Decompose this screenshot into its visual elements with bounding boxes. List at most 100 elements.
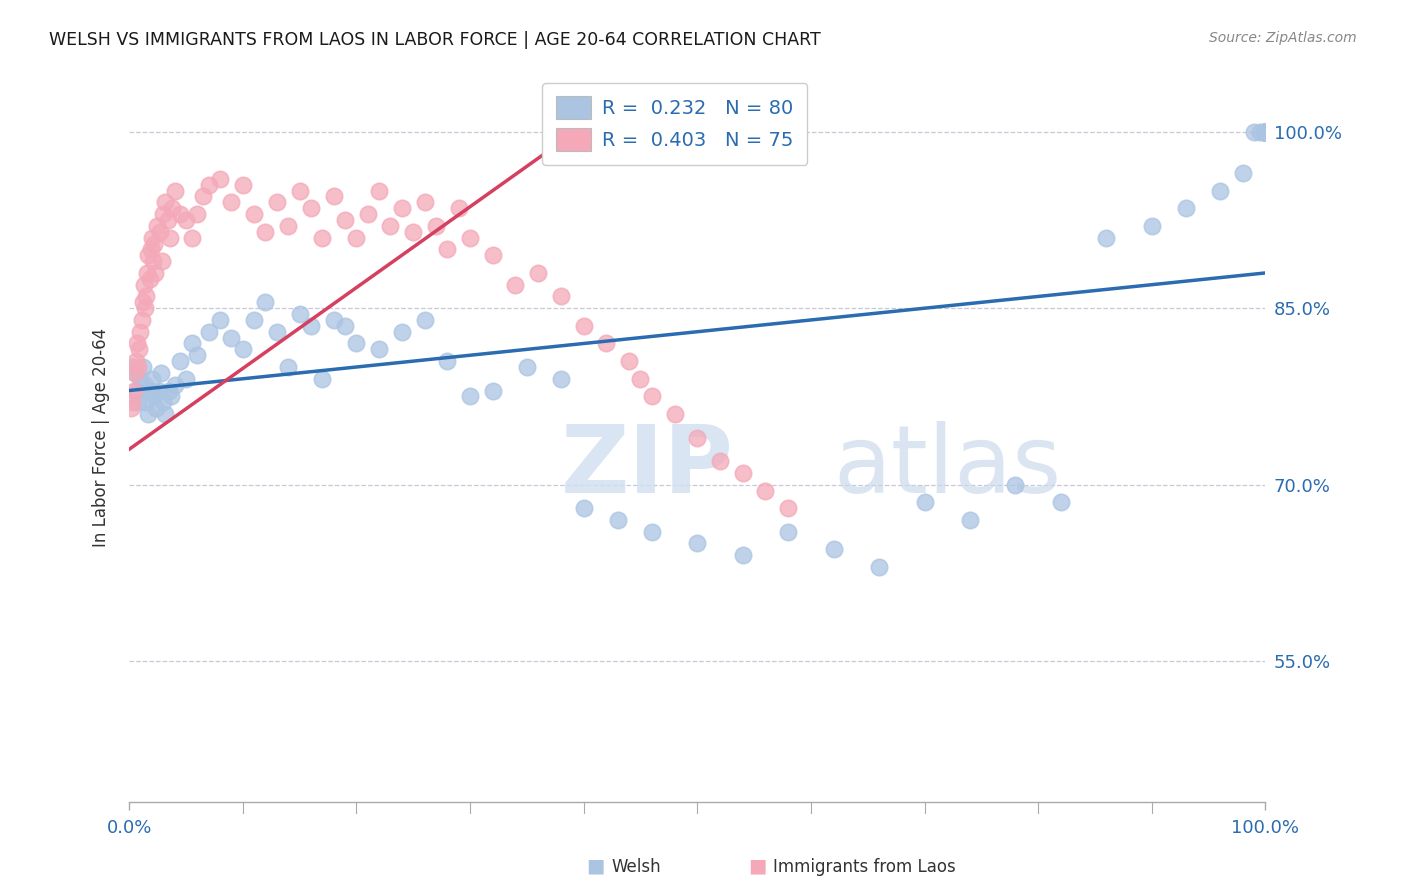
Point [959, 513, 981, 527]
Point [143, 266, 166, 280]
Point [299, 318, 322, 333]
Point [186, 348, 208, 362]
Point [1254, 125, 1277, 139]
Point [1254, 125, 1277, 139]
Point [754, 483, 776, 498]
Point [778, 524, 800, 539]
Point [174, 372, 197, 386]
Point [322, 313, 344, 327]
Point [141, 372, 163, 386]
Point [174, 213, 197, 227]
Point [516, 359, 538, 374]
Point [135, 395, 157, 409]
Text: WELSH VS IMMIGRANTS FROM LAOS IN LABOR FORCE | AGE 20-64 CORRELATION CHART: WELSH VS IMMIGRANTS FROM LAOS IN LABOR F… [49, 31, 821, 49]
Point [254, 225, 277, 239]
Point [1209, 184, 1232, 198]
Y-axis label: In Labor Force | Age 20-64: In Labor Force | Age 20-64 [93, 328, 110, 547]
Point [1249, 125, 1271, 139]
Point [191, 189, 214, 203]
Point [125, 354, 148, 368]
Point [180, 336, 202, 351]
Text: atlas: atlas [834, 421, 1062, 513]
Point [1254, 125, 1277, 139]
Point [1232, 166, 1254, 180]
Legend: R =  0.232   N = 80, R =  0.403   N = 75: R = 0.232 N = 80, R = 0.403 N = 75 [543, 83, 807, 164]
Point [481, 384, 503, 398]
Point [1254, 125, 1277, 139]
Point [333, 318, 356, 333]
Point [1174, 201, 1197, 215]
Point [436, 354, 458, 368]
Point [149, 366, 172, 380]
Point [197, 178, 219, 192]
Point [1050, 495, 1073, 509]
Point [152, 395, 174, 409]
Point [288, 184, 311, 198]
Point [527, 266, 550, 280]
Point [322, 189, 344, 203]
Point [1254, 125, 1277, 139]
Point [380, 219, 402, 233]
Point [138, 272, 160, 286]
Point [425, 219, 447, 233]
Point [630, 372, 652, 386]
Point [163, 377, 186, 392]
Text: Immigrants from Laos: Immigrants from Laos [773, 858, 956, 876]
Point [139, 384, 162, 398]
Point [641, 524, 664, 539]
Point [311, 230, 333, 244]
Point [162, 201, 184, 215]
Point [132, 359, 155, 374]
Point [641, 389, 664, 403]
Point [481, 248, 503, 262]
Point [1254, 125, 1277, 139]
Point [299, 201, 322, 215]
Point [148, 384, 170, 398]
Point [550, 372, 572, 386]
Point [197, 325, 219, 339]
Point [1254, 125, 1277, 139]
Point [134, 301, 156, 316]
Point [124, 366, 146, 380]
Point [131, 313, 153, 327]
Point [391, 201, 413, 215]
Point [155, 407, 177, 421]
Point [686, 536, 709, 550]
Point [136, 266, 159, 280]
Point [156, 213, 179, 227]
Point [1004, 477, 1026, 491]
Point [606, 513, 628, 527]
Point [232, 178, 254, 192]
Point [344, 230, 367, 244]
Point [208, 313, 231, 327]
Point [413, 313, 436, 327]
Point [169, 207, 191, 221]
Text: Source: ZipAtlas.com: Source: ZipAtlas.com [1209, 31, 1357, 45]
Point [152, 207, 174, 221]
Point [243, 207, 266, 221]
Point [142, 254, 165, 268]
Point [180, 230, 202, 244]
Point [132, 277, 155, 292]
Point [141, 230, 163, 244]
Point [413, 195, 436, 210]
Point [155, 195, 177, 210]
Point [157, 384, 180, 398]
Point [1254, 125, 1277, 139]
Point [138, 248, 160, 262]
Point [150, 254, 173, 268]
Point [149, 225, 172, 239]
Point [617, 354, 640, 368]
Point [121, 395, 143, 409]
Point [311, 372, 333, 386]
Point [132, 295, 155, 310]
Point [357, 207, 380, 221]
Point [572, 318, 595, 333]
Point [1254, 125, 1277, 139]
Point [277, 359, 299, 374]
Point [505, 277, 527, 292]
Point [550, 289, 572, 303]
Point [447, 201, 470, 215]
Point [333, 213, 356, 227]
Point [391, 325, 413, 339]
